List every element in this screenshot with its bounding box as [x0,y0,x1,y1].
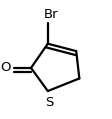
Text: Br: Br [43,8,58,21]
Text: S: S [44,96,53,109]
Text: O: O [1,61,11,74]
